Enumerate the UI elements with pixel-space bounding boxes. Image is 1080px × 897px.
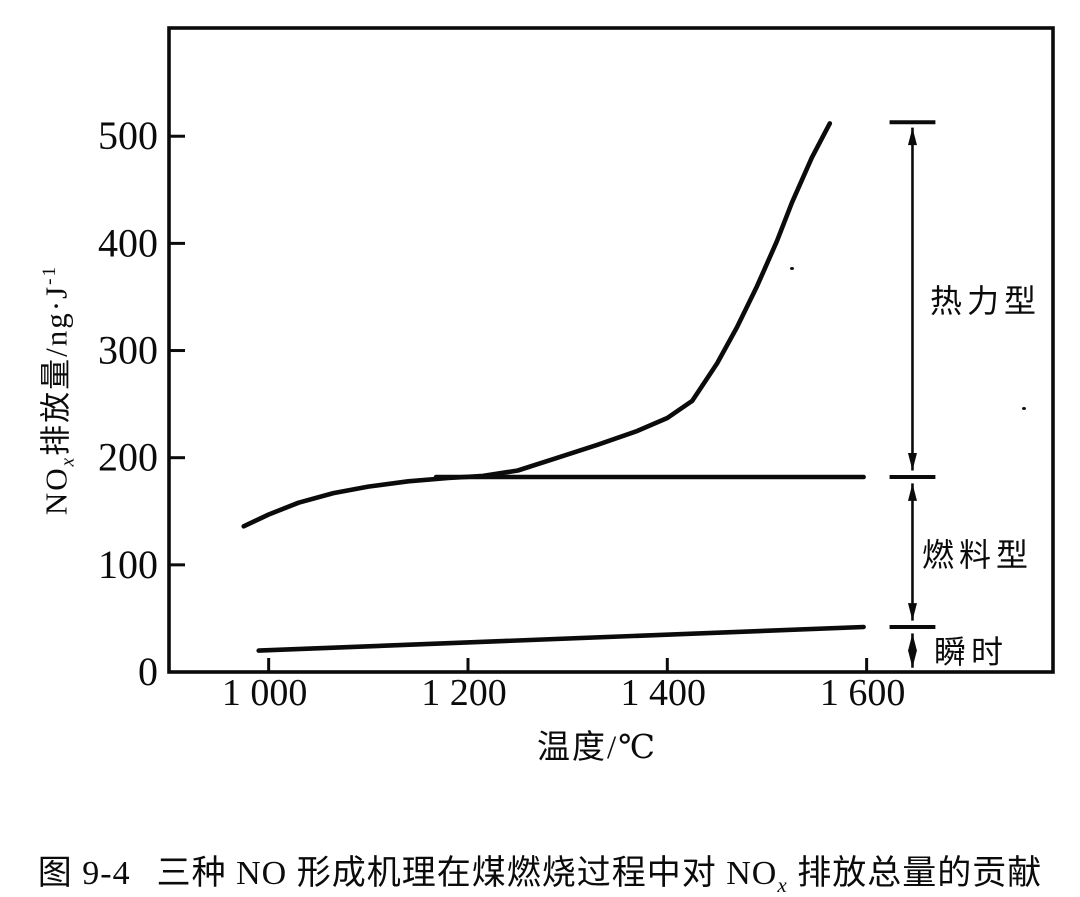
y-tick-label: 500: [98, 113, 158, 158]
series-line-0: [241, 121, 833, 529]
figure-number: 图 9-4: [37, 855, 131, 892]
y-tick-label: 100: [98, 542, 158, 587]
x-tick-label: 1 200: [421, 672, 507, 714]
plot-frame: [167, 26, 1055, 674]
figure-caption: 图 9-4 三种 NO 形成机理在煤燃烧过程中对 NOx 排放总量的贡献: [37, 855, 1043, 897]
x-tick-label: 1 600: [820, 672, 906, 714]
y-tick-label: 400: [98, 220, 158, 265]
annotation-thermal-type: 热力型: [930, 283, 1042, 319]
nox-temperature-chart: 1 000 1 200 1 400 1 600 0 100 200 300 400 500: [98, 26, 1055, 714]
y-tick-label: 0: [138, 649, 158, 694]
annotation-fuel-type: 燃料型: [922, 537, 1034, 573]
x-axis-label: 温度/℃: [536, 730, 658, 766]
x-tick-label: 1 400: [621, 672, 707, 714]
y-axis-label: NOx排放量/ng·J-1: [38, 264, 79, 516]
scan-artifact-dot: [790, 267, 794, 270]
y-tick-label: 300: [98, 328, 158, 373]
scan-artifact-dot: [1022, 407, 1026, 410]
series-line-2: [256, 624, 866, 653]
y-tick-label: 200: [98, 435, 158, 480]
annotation-prompt-type: 瞬时: [934, 634, 1009, 670]
x-tick-label: 1 000: [222, 672, 308, 714]
